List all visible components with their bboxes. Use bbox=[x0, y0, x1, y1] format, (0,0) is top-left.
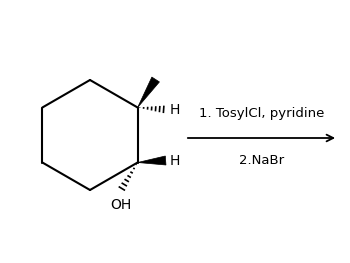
Polygon shape bbox=[138, 77, 159, 108]
Polygon shape bbox=[138, 156, 166, 165]
Text: OH: OH bbox=[110, 198, 131, 211]
Text: H: H bbox=[170, 103, 180, 117]
Text: H: H bbox=[170, 154, 180, 168]
Text: 1. TosylCl, pyridine: 1. TosylCl, pyridine bbox=[199, 107, 324, 120]
Text: 2.NaBr: 2.NaBr bbox=[239, 154, 284, 167]
